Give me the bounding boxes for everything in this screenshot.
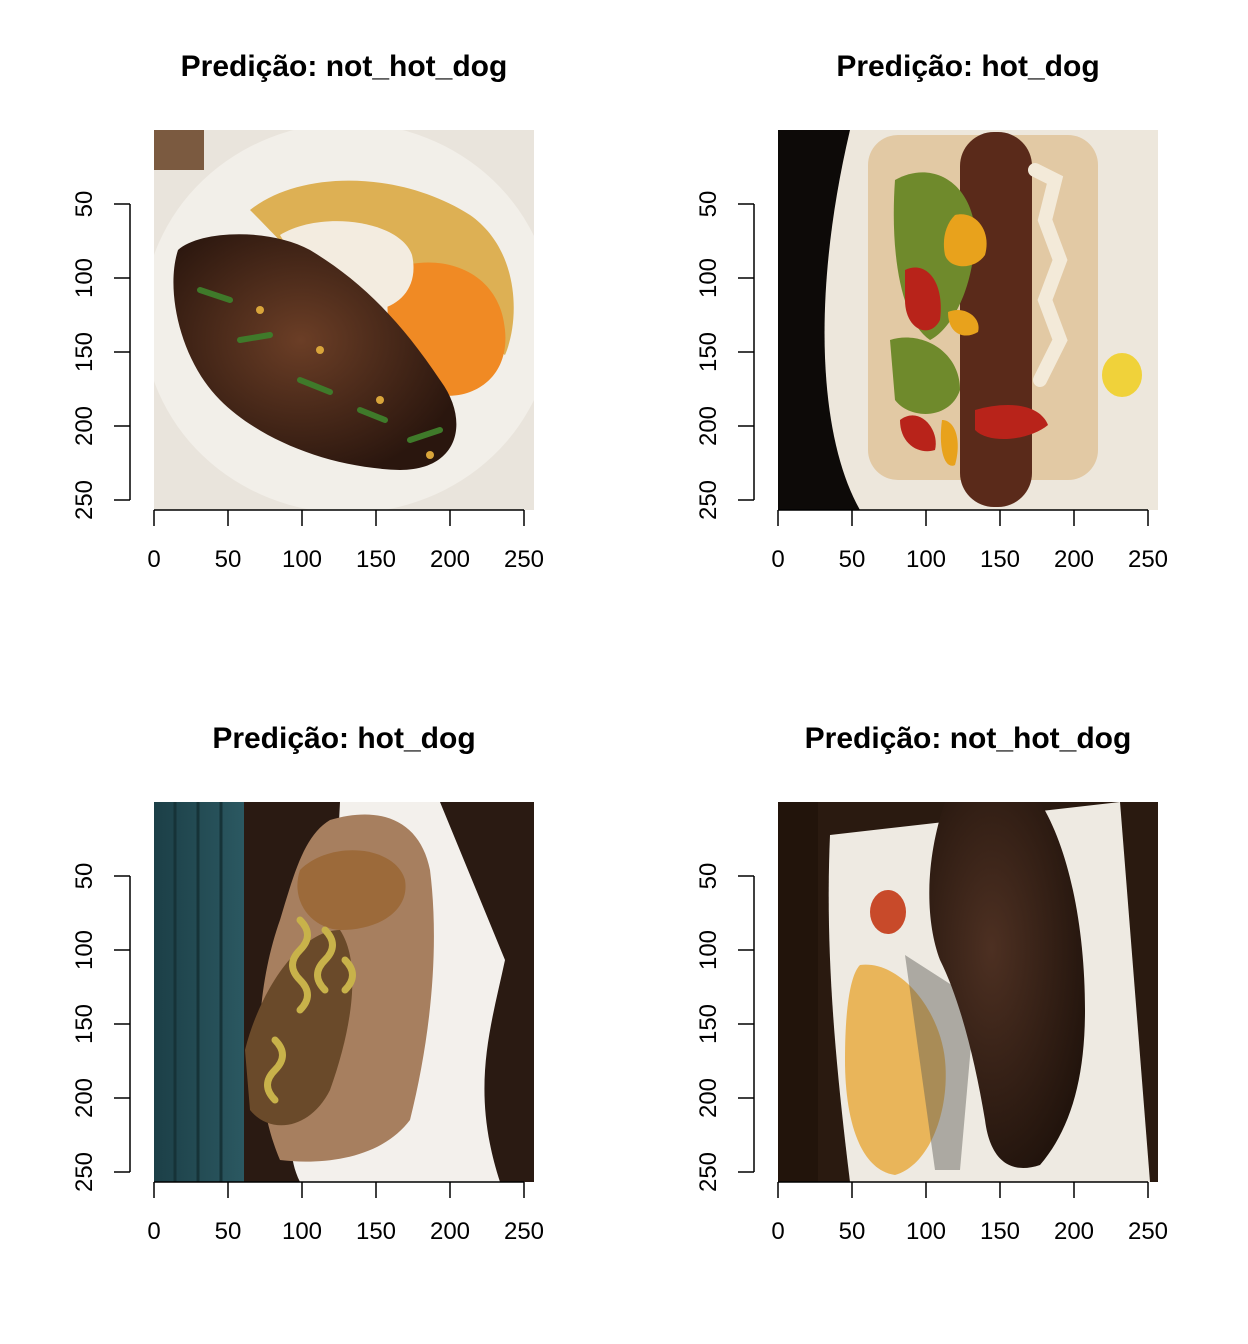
y-tick-label: 250 bbox=[695, 1152, 722, 1192]
y-tick-label: 250 bbox=[71, 480, 98, 520]
x-tick-label: 100 bbox=[282, 1218, 322, 1245]
mustard-mid bbox=[948, 310, 979, 336]
mustard-squiggles bbox=[264, 916, 356, 1104]
x-tick-label: 200 bbox=[1054, 546, 1094, 573]
x-tick-label: 200 bbox=[430, 546, 470, 573]
x-axis bbox=[777, 1181, 1149, 1198]
food-image bbox=[154, 130, 534, 510]
x-axis bbox=[777, 509, 1149, 526]
x-tick-label: 250 bbox=[504, 1218, 544, 1245]
x-tick-label: 250 bbox=[504, 546, 544, 573]
y-tick-label: 50 bbox=[71, 863, 98, 890]
x-axis bbox=[153, 509, 525, 526]
x-tick-label: 200 bbox=[1054, 1218, 1094, 1245]
panel-title: Predição: not_hot_dog bbox=[181, 50, 508, 83]
x-tick-label: 150 bbox=[980, 546, 1020, 573]
x-tick-labels: 0 50 100 150 200 250 bbox=[771, 1218, 1168, 1245]
panel-3: Predição: not_hot_dog 0 50 100 150 200 2… bbox=[695, 722, 1168, 1245]
panel-1: Predição: hot_dog 0 bbox=[695, 50, 1168, 573]
herbs bbox=[197, 287, 443, 443]
x-tick-label: 100 bbox=[906, 1218, 946, 1245]
y-tick-label: 150 bbox=[695, 332, 722, 372]
panel-title: Predição: not_hot_dog bbox=[805, 722, 1132, 755]
panel-title: Predição: hot_dog bbox=[836, 50, 1099, 83]
x-tick-label: 100 bbox=[282, 546, 322, 573]
mustard-dot bbox=[1102, 353, 1142, 397]
y-axis bbox=[114, 875, 131, 1173]
garnish-crumbs bbox=[256, 306, 264, 314]
y-tick-labels: 50 100 150 200 250 bbox=[71, 191, 98, 520]
y-tick-labels: 50 100 150 200 250 bbox=[695, 863, 722, 1192]
y-tick-label: 100 bbox=[695, 930, 722, 970]
food-image bbox=[154, 802, 534, 1182]
wall-lines bbox=[173, 802, 223, 1182]
y-tick-labels: 50 100 150 200 250 bbox=[71, 863, 98, 1192]
panel-2: Predição: hot_dog 0 50 100 150 200 bbox=[71, 722, 544, 1245]
x-tick-label: 200 bbox=[430, 1218, 470, 1245]
side-dish-shadow bbox=[905, 955, 975, 1170]
x-axis bbox=[153, 1181, 525, 1198]
side-dish bbox=[845, 964, 946, 1175]
x-tick-label: 250 bbox=[1128, 1218, 1168, 1245]
ketchup bbox=[905, 267, 941, 331]
y-tick-labels: 50 100 150 200 250 bbox=[695, 191, 722, 520]
y-tick-label: 150 bbox=[695, 1004, 722, 1044]
ketchup-right bbox=[975, 405, 1048, 440]
y-tick-label: 50 bbox=[695, 863, 722, 890]
x-tick-label: 0 bbox=[147, 546, 160, 573]
tomato bbox=[870, 890, 906, 934]
y-tick-label: 100 bbox=[71, 930, 98, 970]
y-tick-label: 200 bbox=[71, 1078, 98, 1118]
y-tick-label: 50 bbox=[71, 191, 98, 218]
x-tick-label: 250 bbox=[1128, 546, 1168, 573]
y-tick-label: 200 bbox=[71, 406, 98, 446]
steak bbox=[929, 802, 1085, 1168]
y-tick-label: 150 bbox=[71, 1004, 98, 1044]
y-tick-label: 250 bbox=[71, 1152, 98, 1192]
food-image bbox=[778, 130, 1158, 510]
bun bbox=[297, 850, 406, 930]
y-tick-label: 100 bbox=[71, 258, 98, 298]
panel-title: Predição: hot_dog bbox=[212, 722, 475, 755]
x-tick-labels: 0 50 100 150 200 250 bbox=[147, 1218, 544, 1245]
y-tick-label: 50 bbox=[695, 191, 722, 218]
x-tick-label: 150 bbox=[356, 546, 396, 573]
relish-lower bbox=[890, 337, 960, 414]
y-tick-label: 250 bbox=[695, 480, 722, 520]
y-tick-label: 200 bbox=[695, 406, 722, 446]
x-tick-label: 150 bbox=[356, 1218, 396, 1245]
onions bbox=[1028, 163, 1068, 387]
meat bbox=[173, 234, 457, 470]
mustard-lower bbox=[940, 420, 958, 466]
x-tick-labels: 0 50 100 150 200 250 bbox=[771, 546, 1168, 573]
x-tick-label: 50 bbox=[839, 546, 866, 573]
x-tick-labels: 0 50 100 150 200 250 bbox=[147, 546, 544, 573]
x-tick-label: 0 bbox=[771, 546, 784, 573]
x-tick-label: 50 bbox=[839, 1218, 866, 1245]
x-tick-label: 0 bbox=[147, 1218, 160, 1245]
ketchup-lower bbox=[900, 415, 936, 452]
plate-edge-dark bbox=[778, 802, 818, 1182]
y-tick-label: 100 bbox=[695, 258, 722, 298]
x-tick-label: 100 bbox=[906, 546, 946, 573]
y-axis bbox=[114, 203, 131, 501]
panel-0: Predição: not_hot_dog 0 50 bbox=[71, 50, 544, 573]
x-tick-label: 50 bbox=[215, 546, 242, 573]
y-tick-label: 150 bbox=[71, 332, 98, 372]
y-axis bbox=[738, 203, 755, 501]
x-tick-label: 50 bbox=[215, 1218, 242, 1245]
mustard bbox=[943, 214, 987, 267]
image-corner-dark bbox=[154, 130, 204, 170]
cream-sauce bbox=[280, 221, 414, 310]
y-tick-label: 200 bbox=[695, 1078, 722, 1118]
food-image bbox=[778, 802, 1158, 1182]
x-tick-label: 0 bbox=[771, 1218, 784, 1245]
x-tick-label: 150 bbox=[980, 1218, 1020, 1245]
y-axis bbox=[738, 875, 755, 1173]
